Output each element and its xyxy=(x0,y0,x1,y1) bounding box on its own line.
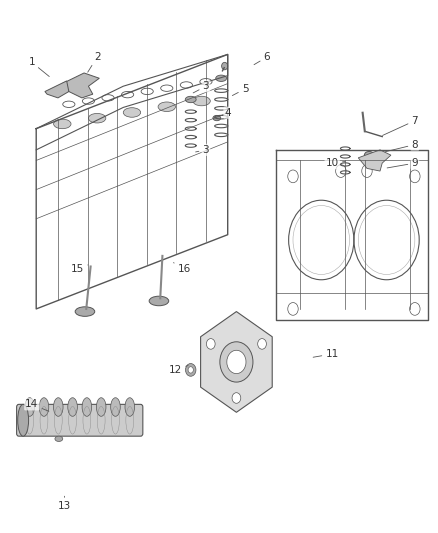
Polygon shape xyxy=(62,73,99,98)
Circle shape xyxy=(220,342,253,382)
Ellipse shape xyxy=(123,108,141,117)
Ellipse shape xyxy=(82,398,92,416)
Ellipse shape xyxy=(96,398,106,416)
Ellipse shape xyxy=(53,119,71,128)
Text: 13: 13 xyxy=(58,496,71,511)
Circle shape xyxy=(232,393,241,403)
Text: 12: 12 xyxy=(169,365,188,375)
Text: 14: 14 xyxy=(25,399,49,411)
Circle shape xyxy=(206,338,215,349)
Circle shape xyxy=(288,170,298,183)
Polygon shape xyxy=(358,150,391,171)
Text: 7: 7 xyxy=(382,116,418,135)
Text: 15: 15 xyxy=(71,264,88,274)
Circle shape xyxy=(288,303,298,316)
Text: 5: 5 xyxy=(232,84,248,95)
Circle shape xyxy=(185,364,196,376)
Ellipse shape xyxy=(55,436,63,441)
Circle shape xyxy=(410,303,420,316)
Circle shape xyxy=(227,350,246,374)
Ellipse shape xyxy=(213,115,221,120)
Ellipse shape xyxy=(39,398,49,416)
Ellipse shape xyxy=(125,398,134,416)
Ellipse shape xyxy=(25,398,35,416)
Ellipse shape xyxy=(88,114,106,123)
Ellipse shape xyxy=(193,96,210,106)
Circle shape xyxy=(362,165,372,177)
FancyBboxPatch shape xyxy=(17,405,143,436)
Text: 11: 11 xyxy=(313,349,339,359)
Text: 8: 8 xyxy=(385,140,418,152)
Text: 16: 16 xyxy=(173,263,191,274)
Polygon shape xyxy=(45,81,69,98)
Ellipse shape xyxy=(364,151,374,159)
Ellipse shape xyxy=(68,398,78,416)
Text: 3: 3 xyxy=(196,145,209,155)
Circle shape xyxy=(188,367,193,373)
Ellipse shape xyxy=(185,96,196,103)
Ellipse shape xyxy=(111,398,120,416)
Ellipse shape xyxy=(53,398,63,416)
Text: 10: 10 xyxy=(325,158,345,168)
Text: 6: 6 xyxy=(254,52,270,64)
Circle shape xyxy=(258,338,266,349)
Ellipse shape xyxy=(18,405,28,436)
Text: 4: 4 xyxy=(219,108,231,118)
Circle shape xyxy=(410,170,420,183)
Circle shape xyxy=(222,62,228,70)
Text: 1: 1 xyxy=(28,58,49,77)
Ellipse shape xyxy=(149,296,169,306)
Text: 9: 9 xyxy=(387,158,418,168)
Polygon shape xyxy=(201,312,272,413)
Ellipse shape xyxy=(158,102,176,111)
Text: 3: 3 xyxy=(193,81,209,93)
Ellipse shape xyxy=(75,307,95,317)
Ellipse shape xyxy=(216,75,226,82)
Text: 2: 2 xyxy=(88,52,100,72)
Circle shape xyxy=(336,165,346,177)
